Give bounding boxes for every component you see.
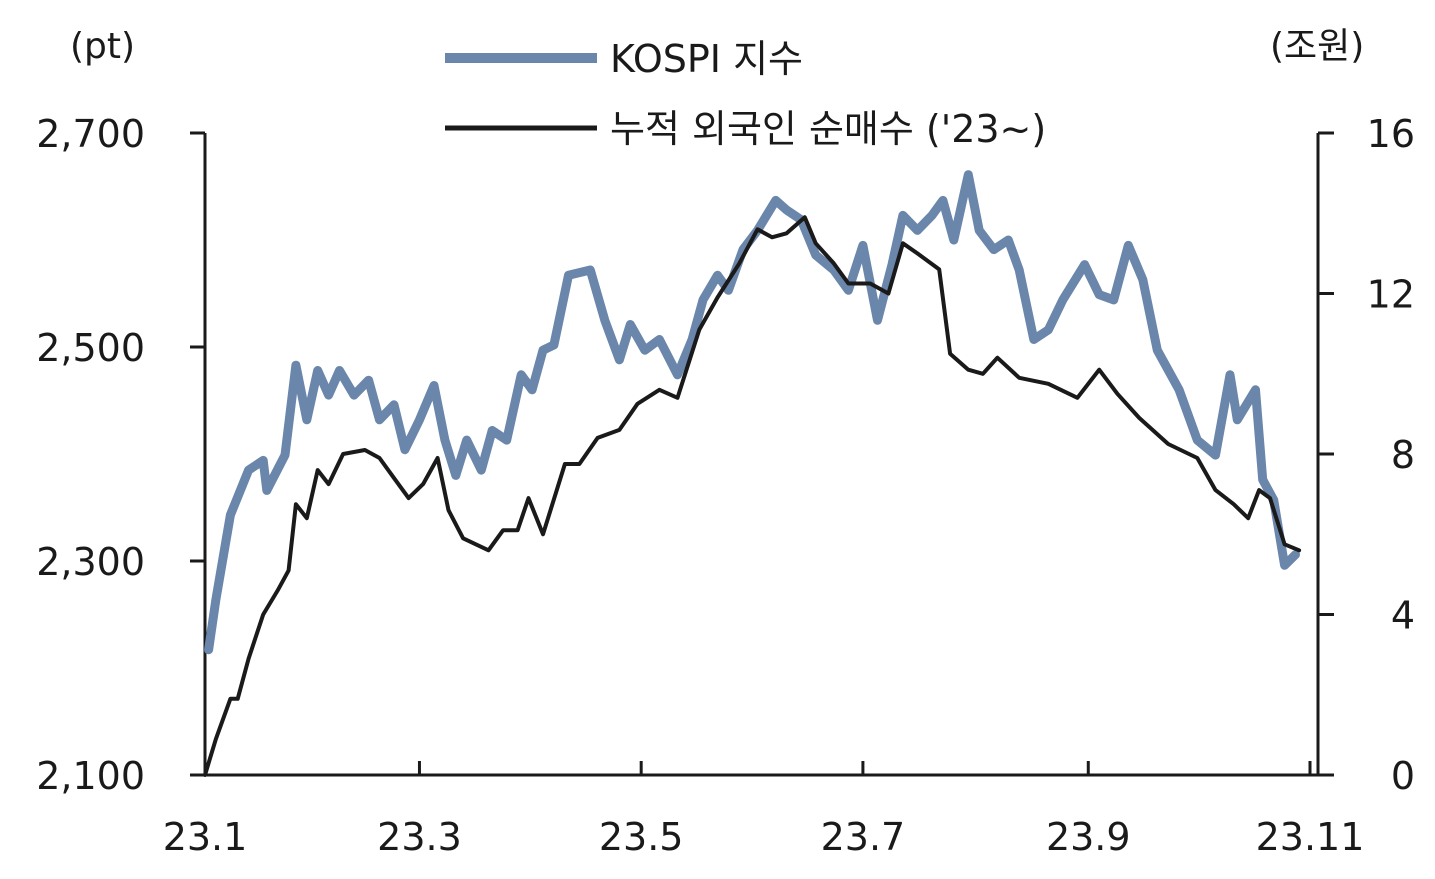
legend: KOSPI 지수 누적 외국인 순매수 ('23~)	[445, 37, 1046, 151]
right-tick-label: 12	[1367, 273, 1415, 317]
right-tick-label: 0	[1391, 754, 1415, 798]
x-tick-label: 23.3	[377, 815, 462, 859]
x-tick-label: 23.11	[1256, 815, 1365, 859]
right-tick-label: 4	[1391, 594, 1415, 638]
legend-label-kospi: KOSPI 지수	[610, 37, 803, 81]
series-layer	[203, 170, 1302, 777]
left-axis-unit: (pt)	[70, 26, 135, 67]
right-tick-label: 16	[1367, 112, 1415, 156]
right-axis-unit: (조원)	[1270, 26, 1364, 67]
foreign-net-buy-line	[203, 215, 1302, 777]
right-tick-label: 8	[1391, 433, 1415, 477]
x-tick-label: 23.7	[821, 815, 906, 859]
x-tick-label: 23.9	[1046, 815, 1131, 859]
x-tick-label: 23.5	[599, 815, 684, 859]
x-tick-label: 23.1	[163, 815, 248, 859]
left-tick-label: 2,100	[36, 754, 145, 798]
legend-label-foreign: 누적 외국인 순매수 ('23~)	[610, 107, 1046, 151]
left-tick-label: 2,300	[36, 540, 145, 584]
kospi-line	[204, 170, 1300, 655]
axes: 2,100 2,300 2,500 2,700 0 4 8 12 16 23.1 23.3 23.5 2…	[36, 112, 1415, 859]
left-tick-label: 2,500	[36, 326, 145, 370]
left-tick-label: 2,700	[36, 112, 145, 156]
